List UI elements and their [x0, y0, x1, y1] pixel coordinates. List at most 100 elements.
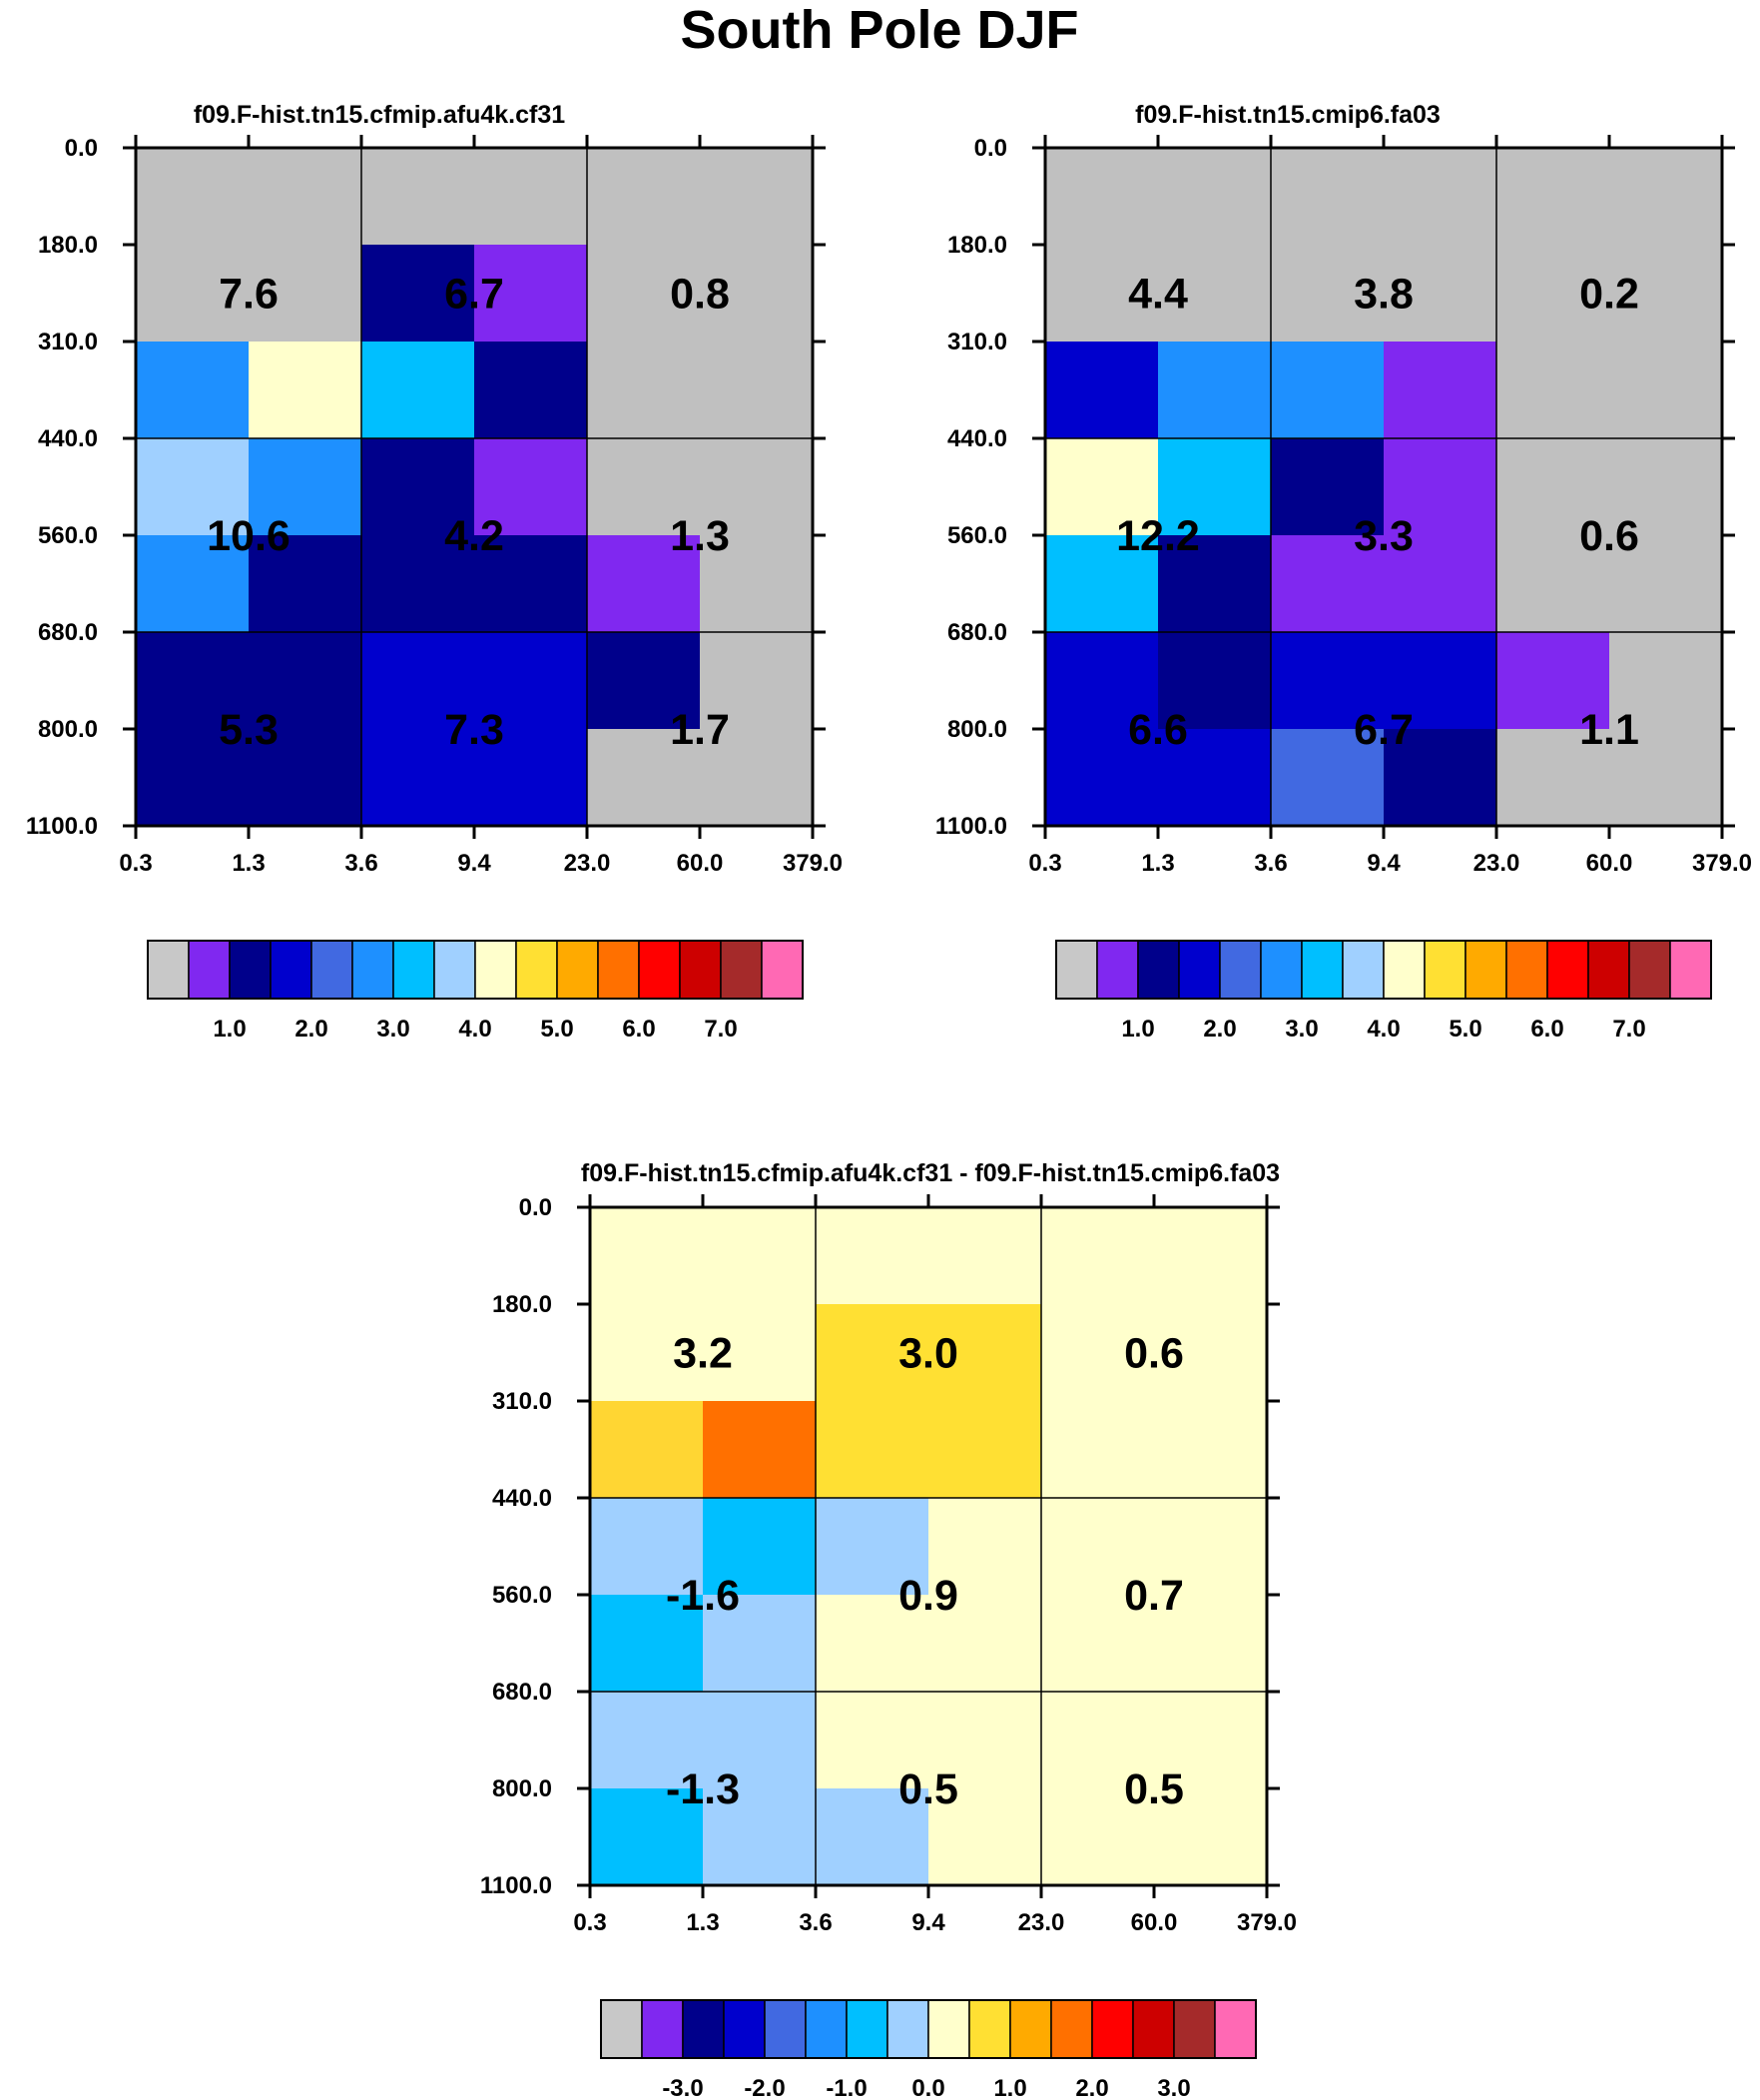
- colorbar-swatch: [270, 940, 312, 1000]
- heatmap-cell: [1271, 632, 1385, 730]
- colorbar-swatch: [1132, 1999, 1175, 2059]
- heatmap-cell: [249, 438, 362, 536]
- colorbar-swatch: [600, 1999, 643, 2059]
- y-tick-label: 680.0: [947, 619, 1007, 646]
- colorbar-label: 3.0: [376, 1016, 409, 1043]
- heatmap-cell: [1496, 342, 1610, 439]
- colorbar-label: 5.0: [1449, 1016, 1481, 1043]
- heatmap-cell: [816, 1692, 929, 1789]
- heatmap-cell: [1609, 729, 1723, 827]
- group-total-label: 6.7: [1354, 706, 1414, 754]
- x-tick-label: 1.3: [1141, 850, 1174, 877]
- heatmap-cell: [1154, 1207, 1268, 1305]
- colorbar-label: 3.0: [1285, 1016, 1318, 1043]
- heatmap-cell: [703, 1788, 817, 1886]
- heatmap-cell: [249, 632, 362, 730]
- x-tick-label: 23.0: [1473, 850, 1520, 877]
- y-tick-label: 180.0: [38, 232, 98, 259]
- panels: 0.3 1.3 3.6 9.4 23.0 60.0 379.0 0.0 180.0 310.0 44…: [26, 101, 1752, 1936]
- x-tick-label: 23.0: [564, 850, 611, 877]
- panel-2: 0.3 1.3 3.6 9.4 23.0 60.0 379.0 0.0 180.0 310.0 44…: [935, 101, 1752, 877]
- group-total-label: 6.7: [444, 271, 504, 319]
- colorbar-swatch: [846, 1999, 888, 2059]
- colorbar-swatch: [188, 940, 231, 1000]
- y-tick-label: 1100.0: [480, 1872, 552, 1899]
- heatmap-cell: [1609, 438, 1723, 536]
- heatmap-cell: [1384, 729, 1497, 827]
- heatmap-cell: [703, 1207, 817, 1305]
- colorbar-swatch: [638, 940, 681, 1000]
- heatmap-cell: [1496, 729, 1610, 827]
- group-total-label: 4.4: [1128, 271, 1188, 319]
- heatmap-cell: [928, 1304, 1042, 1402]
- colorbar-swatch: [310, 940, 353, 1000]
- heatmap-cell: [1045, 729, 1159, 827]
- group-total-label: 0.6: [1579, 512, 1639, 560]
- x-tick-label: 1.3: [232, 850, 265, 877]
- colorbar-swatch: [1009, 1999, 1052, 2059]
- colorbar-swatch: [1505, 940, 1548, 1000]
- colorbar-swatch: [229, 940, 272, 1000]
- heatmap-cell: [1496, 632, 1610, 730]
- group-total-label: -1.3: [666, 1765, 740, 1813]
- x-tick-label: 0.3: [573, 1909, 606, 1936]
- y-tick-label: 1100.0: [26, 813, 98, 840]
- colorbar-swatch: [679, 940, 722, 1000]
- heatmap-cell: [1609, 535, 1723, 633]
- group-total-label: 10.6: [207, 512, 291, 560]
- group-total-label: 3.8: [1354, 271, 1414, 319]
- heatmap-cell: [590, 1498, 704, 1596]
- colorbar-label: 4.0: [1367, 1016, 1400, 1043]
- heatmap-cell: [1041, 1692, 1155, 1789]
- heatmap-cell: [361, 342, 475, 439]
- colorbar-label: 6.0: [622, 1016, 655, 1043]
- heatmap-cell: [1609, 632, 1723, 730]
- heatmap-cell: [361, 245, 475, 343]
- y-tick-label: 0.0: [974, 135, 1007, 162]
- heatmap-cell: [587, 148, 701, 246]
- colorbar-label: 1.0: [1121, 1016, 1154, 1043]
- colorbar-swatch: [474, 940, 517, 1000]
- colorbar-swatch: [351, 940, 394, 1000]
- heatmap-cell: [1041, 1498, 1155, 1596]
- x-tick-label: 379.0: [1237, 1909, 1297, 1936]
- colorbar-swatch: [886, 1999, 929, 2059]
- y-tick-label: 680.0: [38, 619, 98, 646]
- group-total-label: 0.9: [898, 1572, 958, 1620]
- group-total-label: 1.3: [670, 512, 730, 560]
- heatmap-cell: [1041, 1595, 1155, 1693]
- heatmap-cell: [816, 1304, 929, 1402]
- heatmap-cell: [587, 438, 701, 536]
- colorbar-label: -1.0: [826, 2075, 867, 2100]
- heatmap-cell: [928, 1207, 1042, 1305]
- heatmap-cell: [1271, 148, 1385, 246]
- heatmap-cell: [700, 342, 814, 439]
- heatmap-cell: [700, 438, 814, 536]
- heatmap-cell: [1384, 342, 1497, 439]
- colorbar-swatch: [1628, 940, 1671, 1000]
- x-tick-label: 60.0: [677, 850, 724, 877]
- group-total-label: 4.2: [444, 512, 504, 560]
- heatmap-cell: [1384, 245, 1497, 343]
- heatmap-cell: [1158, 148, 1272, 246]
- colorbar-swatch: [682, 1999, 725, 2059]
- colorbar-label: 4.0: [458, 1016, 491, 1043]
- colorbar-swatch: [1301, 940, 1344, 1000]
- heatmap-cell: [1041, 1788, 1155, 1886]
- figure-title: South Pole DJF: [680, 0, 1078, 60]
- heatmap-cell: [361, 729, 475, 827]
- heatmap-cell: [1045, 148, 1159, 246]
- colorbar-label: 7.0: [1612, 1016, 1645, 1043]
- heatmap-cell: [1158, 632, 1272, 730]
- group-total-label: 5.3: [219, 706, 279, 754]
- heatmap-cell: [1154, 1788, 1268, 1886]
- colorbars: 1.0 2.0 3.0 4.0 5.0 6.0 7.0 1.0 2.0 3.0 4.0 5.0 6.0 7…: [147, 940, 1712, 2100]
- colorbar-swatch: [761, 940, 804, 1000]
- heatmap-cell: [1271, 535, 1385, 633]
- heatmap-cell: [249, 729, 362, 827]
- y-tick-label: 680.0: [492, 1679, 552, 1706]
- colorbar-frame: [147, 940, 804, 1000]
- heatmap-cell: [1045, 438, 1159, 536]
- group-total-label: 0.6: [1124, 1330, 1184, 1378]
